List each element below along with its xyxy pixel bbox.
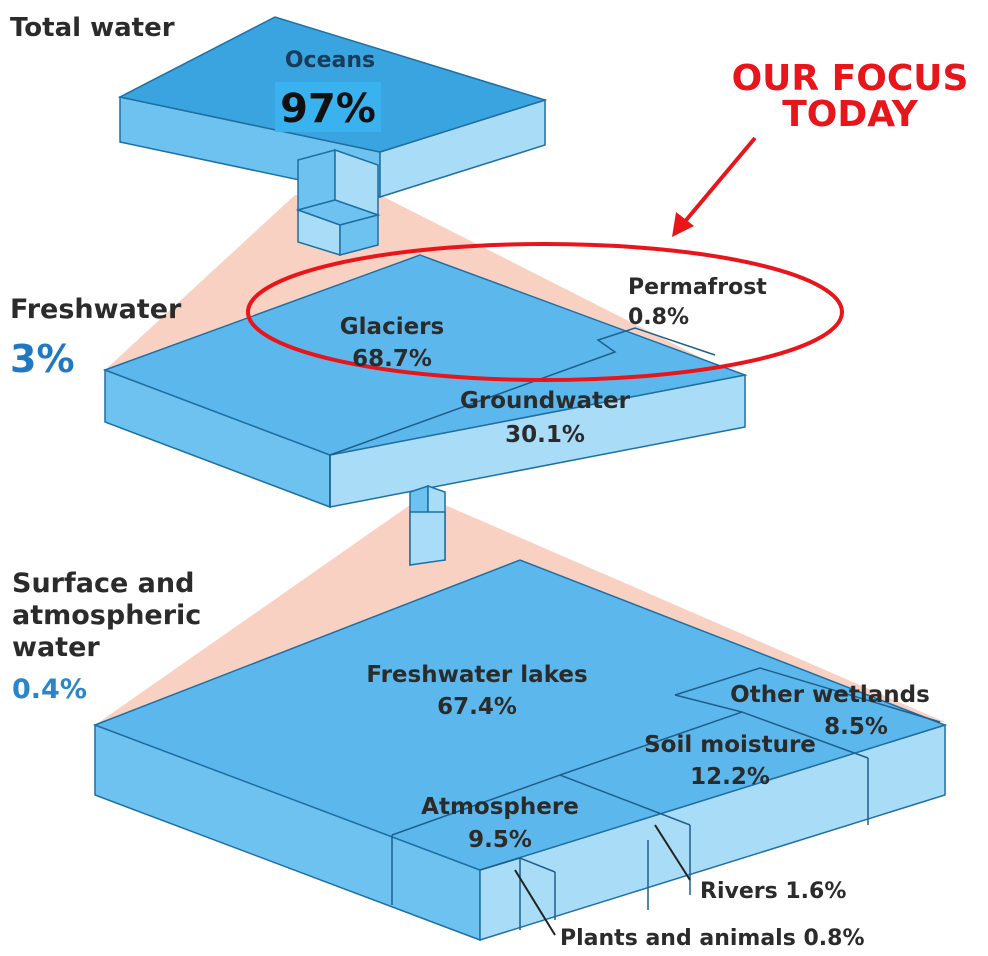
part-label: Soil moisture <box>644 732 816 758</box>
focus-arrow <box>680 136 757 227</box>
part-label: Atmosphere <box>421 794 579 820</box>
level-share: 3% <box>10 337 75 381</box>
part-value: 68.7% <box>352 346 432 372</box>
value-box <box>275 82 381 132</box>
annotation: TODAY <box>782 94 918 135</box>
part-label: Plants and animals 0.8% <box>560 926 865 951</box>
part-label: Oceans <box>285 48 375 73</box>
level-share: 0.4% <box>12 674 87 705</box>
part-label: Groundwater <box>460 388 631 414</box>
arrow-head <box>672 212 694 237</box>
level-title: Surface and <box>12 568 194 599</box>
part-label: Glaciers <box>340 314 444 340</box>
level-title: Total water <box>10 13 175 43</box>
part-value: 1.6% <box>785 879 846 904</box>
level-title: atmospheric <box>12 600 201 631</box>
part-value: 0.8% <box>803 926 864 951</box>
part-value: 9.5% <box>468 827 532 853</box>
part-label: Freshwater lakes <box>366 662 587 688</box>
part-label: Plants and animals <box>560 926 796 951</box>
level-title: Freshwater <box>10 294 182 325</box>
part-value: 8.5% <box>824 714 888 740</box>
part-label: Other wetlands <box>730 682 930 708</box>
focus-ellipse <box>246 242 844 382</box>
level-title: water <box>12 632 100 663</box>
part-value: 0.8% <box>628 305 689 330</box>
part-label: Permafrost <box>628 275 767 300</box>
part-value: 30.1% <box>505 422 585 448</box>
part-label: Rivers 1.6% <box>700 879 846 904</box>
part-value: 67.4% <box>437 694 517 720</box>
leader-line <box>514 869 556 936</box>
part-value: 97% <box>280 86 376 132</box>
part-value: 12.2% <box>690 764 770 790</box>
freshwater-slab <box>102 254 748 566</box>
leader-line <box>654 824 691 881</box>
part-label: Rivers <box>700 879 778 904</box>
annotation: OUR FOCUS <box>732 58 969 99</box>
surface-slab <box>92 559 948 942</box>
